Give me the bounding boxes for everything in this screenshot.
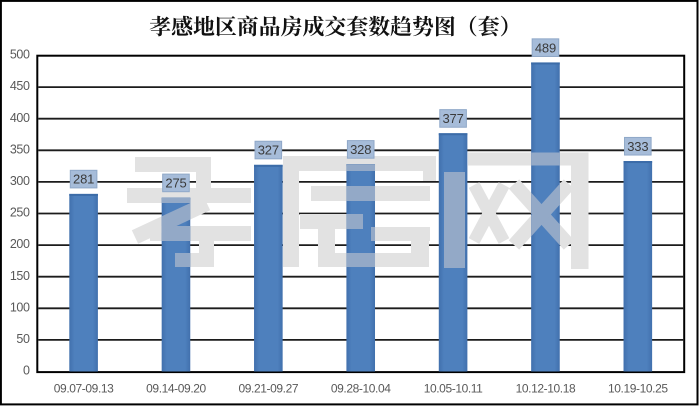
svg-text:328: 328 <box>350 142 371 157</box>
svg-text:09.14-09.20: 09.14-09.20 <box>146 382 206 396</box>
svg-text:489: 489 <box>535 40 556 55</box>
svg-text:350: 350 <box>10 142 30 156</box>
svg-text:10.12-10.18: 10.12-10.18 <box>516 382 576 396</box>
svg-text:450: 450 <box>10 79 30 93</box>
svg-text:150: 150 <box>10 269 30 283</box>
svg-text:250: 250 <box>10 206 30 220</box>
svg-text:09.21-09.27: 09.21-09.27 <box>239 382 299 396</box>
svg-text:327: 327 <box>258 143 279 158</box>
svg-text:200: 200 <box>10 237 30 251</box>
svg-text:281: 281 <box>73 172 94 187</box>
svg-text:10.19-10.25: 10.19-10.25 <box>608 382 668 396</box>
svg-text:09.07-09.13: 09.07-09.13 <box>54 382 114 396</box>
svg-text:10.05-10.11: 10.05-10.11 <box>424 382 483 396</box>
svg-text:09.28-10.04: 09.28-10.04 <box>331 382 391 396</box>
svg-text:0: 0 <box>23 364 30 378</box>
svg-text:333: 333 <box>627 139 648 154</box>
svg-text:275: 275 <box>165 176 186 191</box>
svg-text:100: 100 <box>10 300 30 314</box>
svg-text:300: 300 <box>10 174 30 188</box>
svg-text:400: 400 <box>10 111 30 125</box>
svg-text:377: 377 <box>443 111 464 126</box>
svg-text:50: 50 <box>16 332 30 346</box>
svg-text:500: 500 <box>10 48 30 62</box>
